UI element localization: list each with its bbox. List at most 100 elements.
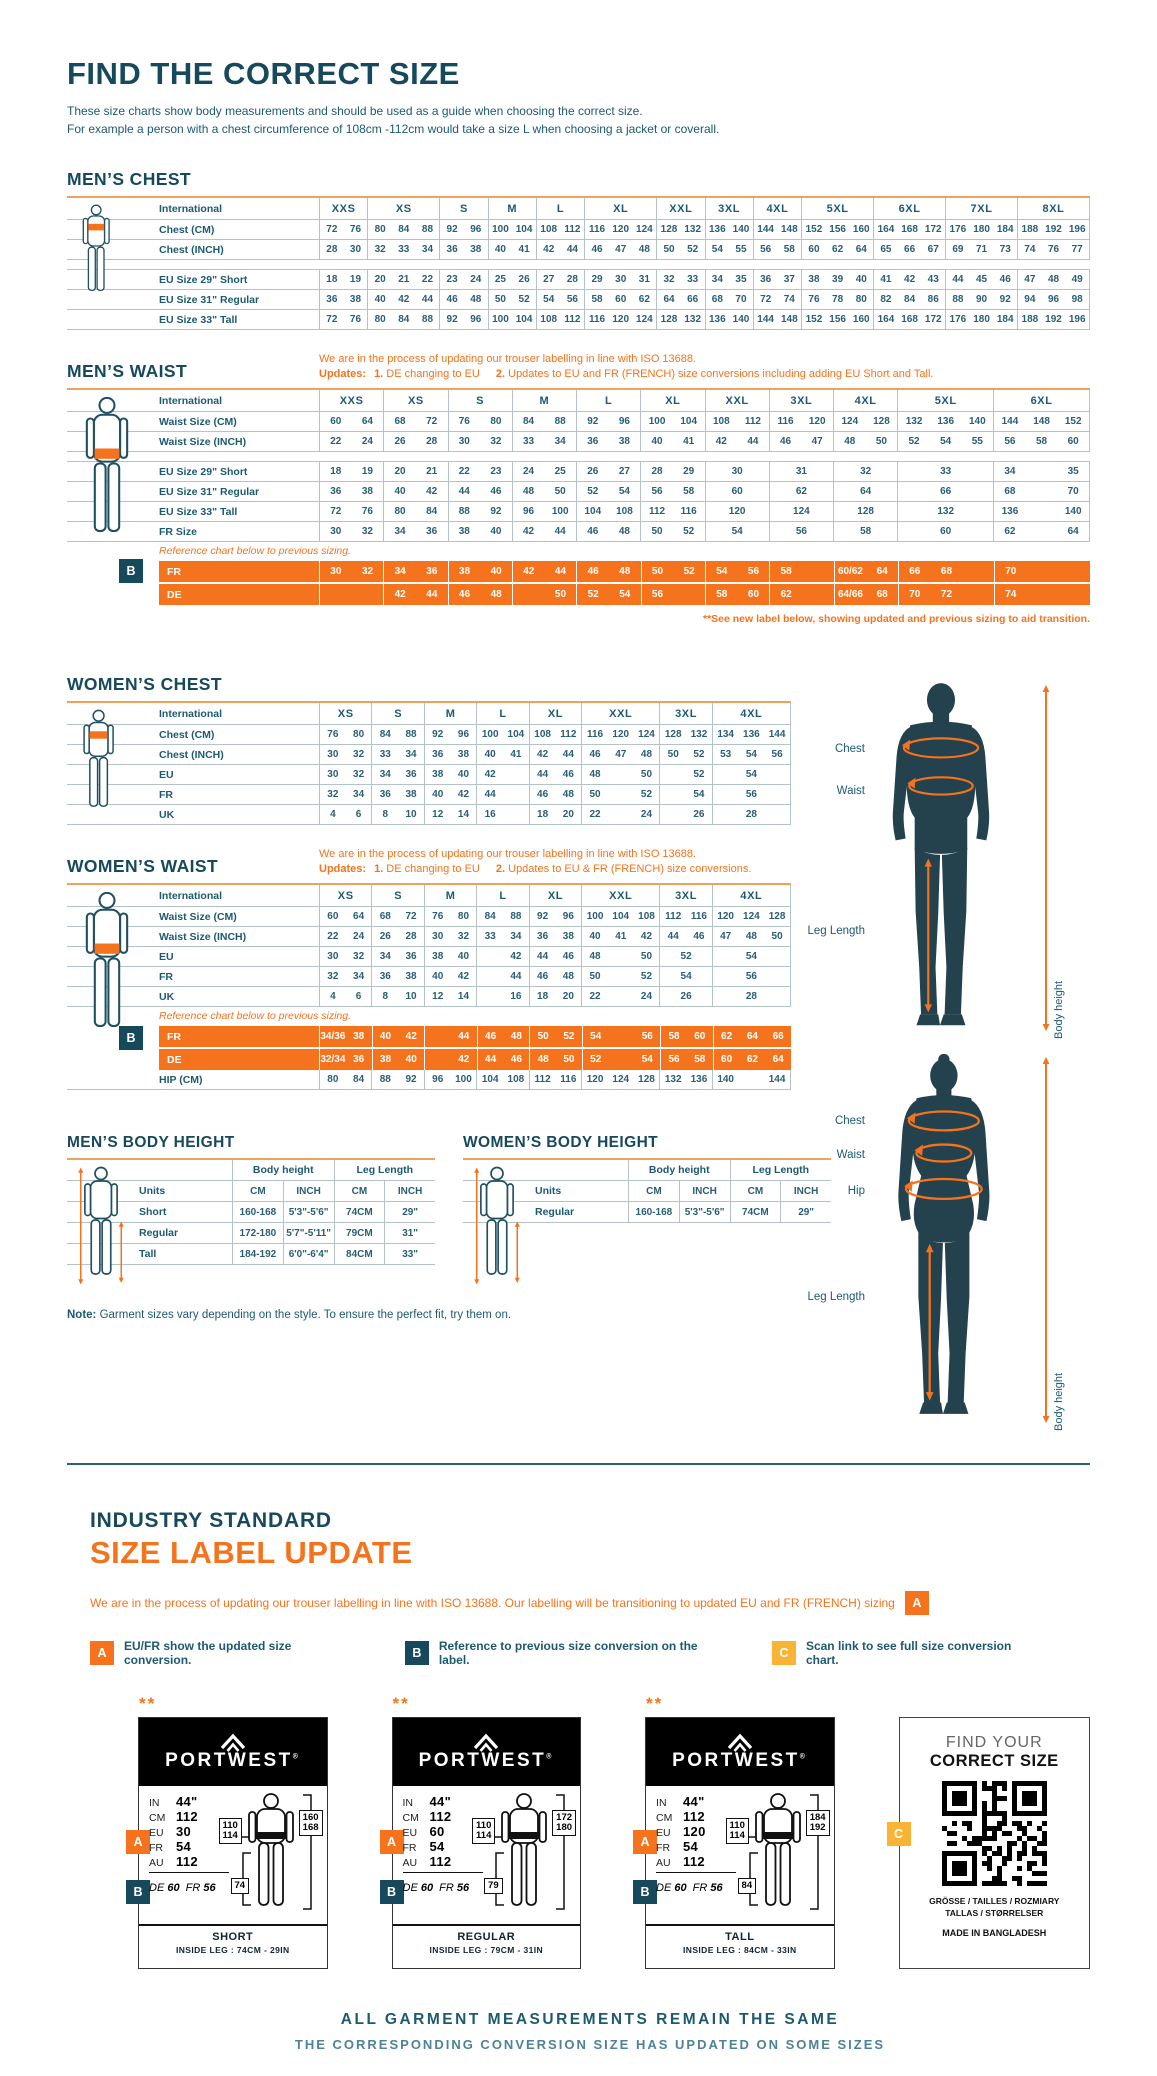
size-group: 18 19 — [319, 462, 383, 481]
size-value: XS — [337, 707, 354, 720]
size-value: 58 — [683, 486, 695, 497]
size-value: 52 — [683, 526, 695, 537]
size-value: 84 — [484, 911, 496, 922]
size-value: 3XL — [675, 889, 698, 902]
size-value: 52 — [518, 294, 530, 305]
size-value: 44 — [458, 486, 470, 497]
size-group: 66 — [897, 482, 993, 501]
iso-update-note: We are in the process of updating our tr… — [319, 847, 1109, 877]
size-value: 24 — [361, 436, 373, 447]
size-group: 128 132 — [656, 310, 704, 329]
size-value: 66 — [687, 294, 699, 305]
size-group: 124 128 — [833, 412, 897, 431]
size-group: 40 41 — [476, 745, 528, 764]
size-value: 40 — [589, 931, 601, 942]
size-group: 40 42 44 — [367, 290, 439, 309]
table-row: International XS S M L XL XXL 3XL 4XL — [67, 885, 791, 907]
size-value: 24 — [353, 931, 365, 942]
size-group: 65 66 67 — [873, 240, 945, 259]
size-value: 37 — [783, 274, 795, 285]
table-row: UK 4 6 8 10 12 14 16 18 20 22 24 26 28 — [67, 805, 791, 825]
size-value: 70 — [735, 294, 747, 305]
size-value: 136 — [937, 416, 955, 427]
size-value: 5XL — [826, 202, 849, 215]
label-size-row: FR 54 — [402, 1839, 445, 1854]
size-group: 32 — [833, 462, 897, 481]
size-value: 52 — [683, 566, 695, 577]
size-value: 10 — [405, 809, 417, 820]
size-value: 53 — [720, 749, 732, 760]
size-group: 70 — [993, 561, 1090, 582]
size-group: 62 64 — [993, 522, 1089, 541]
size-group: 94 96 98 — [1017, 290, 1089, 309]
size-group: 64 66 — [656, 290, 704, 309]
size-group: 32 34 — [319, 785, 371, 804]
size-value: 3XL — [790, 394, 813, 407]
size-group: 54 — [659, 785, 711, 804]
size-value: 34/36 — [320, 1031, 346, 1042]
size-value: 84 — [398, 314, 410, 325]
size-value: 34 — [405, 749, 417, 760]
size-value: 30 — [458, 436, 470, 447]
size-group: 46 47 — [768, 432, 833, 451]
table-row: EU 30 32 34 36 38 40 42 44 46 48 50 52 54 — [67, 947, 791, 967]
size-value: 76 — [327, 729, 339, 740]
size-value: 50 — [651, 566, 664, 577]
size-group: 62 64 66 — [712, 1026, 791, 1047]
size-value: 128 — [768, 911, 786, 922]
size-value: 66 — [909, 566, 921, 577]
size-value: 44 — [554, 566, 567, 577]
size-group: 50 — [511, 584, 576, 605]
size-group: 42 44 — [383, 584, 447, 605]
size-value: 42 — [543, 244, 555, 255]
row-label: EU — [159, 950, 174, 963]
waist-range-box: 110 114 — [218, 1818, 242, 1844]
label-size-row: FR 54 — [656, 1839, 699, 1854]
size-group: 124 — [768, 502, 833, 521]
size-group: 34 36 — [371, 947, 423, 966]
size-value: 152 — [805, 224, 823, 235]
size-value: 54 — [641, 1054, 653, 1065]
size-value: 88 — [421, 224, 434, 235]
body-height-arrow — [1042, 1057, 1050, 1423]
size-group: S — [439, 198, 487, 219]
size-group: 50 52 — [640, 522, 704, 541]
size-value: 48 — [745, 931, 757, 942]
size-value: 32 — [327, 789, 339, 800]
size-group: 20 21 — [383, 462, 447, 481]
womens-body-height-table: Body height Leg Length Units CM INCH CM INCH Re… — [463, 1158, 831, 1285]
size-value: 74CM — [729, 1202, 781, 1222]
size-value: 41 — [880, 274, 892, 285]
size-group: 58 — [769, 561, 833, 582]
size-group: 60/62 64 — [833, 561, 898, 582]
size-value: 72 — [326, 224, 338, 235]
male-figure — [892, 683, 990, 1026]
size-value: 108 — [534, 729, 551, 740]
measurement-label: Chest — [834, 743, 865, 755]
size-group: XS — [367, 198, 439, 219]
size-value: 48 — [537, 1054, 549, 1065]
size-group: 80 84 — [383, 502, 447, 521]
size-group: 68 72 — [383, 412, 447, 431]
transition-footnote: **See new label below, showing updated a… — [703, 613, 1090, 625]
size-value: 124 — [612, 1074, 630, 1085]
size-value: 33 — [687, 274, 699, 285]
measurement-figures: Chest Waist Leg Length Body height Chest Wais… — [795, 679, 1090, 1435]
table-row: Waist Size (INCH) 22 24 26 28 30 32 33 34 36 38 40 4… — [67, 432, 1090, 452]
size-value: 136 — [743, 729, 760, 740]
size-group: XS — [383, 390, 447, 411]
label-figure — [474, 1793, 565, 1910]
row-label: Short — [139, 1206, 167, 1218]
table-row: EU Size 29" Short 18 19 20 21 22 23 24 25 26 27 28 2… — [67, 270, 1090, 290]
size-value: 120 — [612, 314, 630, 325]
size-value: 34 — [510, 931, 522, 942]
size-group: 54 56 — [535, 290, 584, 309]
size-value: 36 — [537, 931, 549, 942]
size-value: 112 — [564, 224, 581, 235]
size-value: 52 — [640, 971, 653, 982]
size-value: 128 — [638, 1074, 655, 1085]
size-value: 21 — [426, 466, 438, 477]
size-value: 62 — [795, 486, 807, 497]
size-value: 60 — [808, 244, 820, 255]
